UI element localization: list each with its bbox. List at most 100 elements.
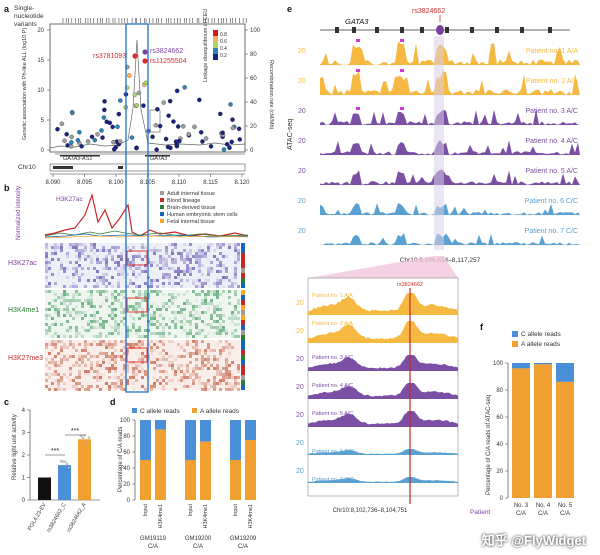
panel-c: c Relative light unit activity 0 1 2 3 4 PGL4… [4,397,100,534]
d-bar-c [200,420,211,442]
f-ytick: 100 [493,361,504,367]
track-name: Patient no. 2 A/A [526,78,578,85]
c-ytick: 3 [22,431,26,437]
exon [470,27,474,33]
d-bar-a [185,460,196,500]
f-ytick: 40 [496,442,503,448]
c-ytick: 2 [22,453,26,459]
d-bar-label: Input [188,504,194,517]
ytick-left: 5 [41,118,45,124]
d-bar-label: Input [233,504,239,517]
snp-dot [236,126,242,132]
panel-b-track: H3K27ac [56,196,83,203]
snp-dot [127,73,132,78]
atac-track [320,169,580,185]
snp-dot [228,102,233,107]
ytick-right: 0 [250,148,254,154]
ytick-left: 10 [37,88,44,94]
track-scale: 20 [298,168,306,175]
track-name: Patient no. 1 A/A [526,48,578,55]
f-genotype: C/A [516,511,526,517]
snp-marker [436,25,444,35]
snp-dot [173,139,179,144]
panel-a-label: a [4,4,10,14]
track-scale: 20 [298,228,306,235]
heatmap-label-h3k27ac: H3K27ac [8,260,37,267]
d-bar-c [155,420,166,430]
zoom-track [308,383,458,399]
snp-dot [153,123,159,128]
panel-d-chart: 0 20 40 60 80 100 Input H3K4me1 GM19119 C/A Input H… [120,418,257,550]
panel-d-ylabel: Percentage of C/A reads [118,427,124,492]
track-scale: 20 [298,198,306,205]
c-bar-label: rs3824662_C [46,502,68,534]
d-bar-c [245,420,256,440]
zoom-track-scale: 20 [296,384,304,391]
track-name: Patient no. 5 A/C [525,168,578,175]
panel-a: a Single- nucleotide variants 0 5 10 15 20 0… [4,4,274,186]
f-patient: No. 4 [536,503,551,509]
xtick: 8.120 [234,180,250,186]
track-name: Patient no. 4 A/C [525,138,578,145]
snp-dot [197,97,202,103]
gene-gata3-as1: GATA3-AS1 [63,156,92,162]
exon [445,27,449,33]
c-sig: *** [51,448,59,455]
c-bar-label: PGL4.23-EV [27,502,48,532]
snp-dot [161,100,166,105]
legend-label: Fetal internal tissue [167,219,215,225]
exon [520,27,524,33]
snp-dot [99,128,104,133]
d-legend-swatch [132,408,137,413]
panel-b-ylabel: Normalized intensity [16,186,22,240]
zoom-track-scale: 20 [296,412,304,419]
ld-label: Linkage disequilibrium in CEU [203,9,209,82]
snp-dot [141,103,146,108]
snp-dot [85,139,91,144]
snp-dot [117,139,123,144]
track-name: Patient no. 3 A/C [525,108,578,115]
zoom-track-name: Patient no. 2 A/A [312,321,353,327]
panel-a-yticks-left: 0 5 10 15 20 [37,28,50,154]
snp-dot [155,107,160,112]
d-bar-a [200,441,211,500]
f-legend-label: C allele reads [521,331,561,338]
d-legend-label: A allele reads [200,408,240,415]
atac-tracks: 20 Patient no. 1 A/A 20 Patient no. 2 A/A 20… [298,39,580,246]
snp-dot-rs11255504 [142,58,148,64]
snp-dot [224,142,230,147]
f-genotype: C/A [538,511,548,517]
f-bar-a [556,381,574,498]
legend-swatch [160,191,164,195]
d-ytick: 100 [120,418,131,424]
exon [495,27,499,33]
snp-dot [107,120,112,126]
ytick-left: 20 [37,28,44,34]
snp-dot [136,90,142,96]
snp-dot [237,137,242,142]
snp-dot [111,139,116,145]
d-genotype: C/A [193,544,203,550]
snp-dot [118,98,123,103]
snp-dot [102,99,107,104]
snp-dot [115,124,120,129]
snp-dot [134,145,139,151]
panel-e-ylabel: ATAC-seq [287,119,294,150]
snp-dot [182,85,187,90]
xtick: 8.110 [172,180,187,186]
snp-dot-rs3781093 [132,53,138,59]
zoom-track-name: Patient no. 1 A/A [312,293,353,299]
snp-dot [186,131,191,137]
panel-f-ylabel: Percentage of C/A reads of ATAC-seq [486,395,492,495]
heatmap-highlight [126,250,148,266]
ytick-right: 20 [250,124,257,130]
zoom-track-name: Patient no. 5 A/C [312,411,353,417]
d-sample: GM19119 [140,536,167,542]
ytick-right: 40 [250,100,257,106]
snp-dot [230,117,235,122]
panel-b-heatmaps [45,243,245,391]
d-bar-c [185,420,196,460]
svg-text:0.8: 0.8 [220,32,227,38]
panel-a-ylabel-right: Recombination rate (cM/Mb) [268,60,274,130]
